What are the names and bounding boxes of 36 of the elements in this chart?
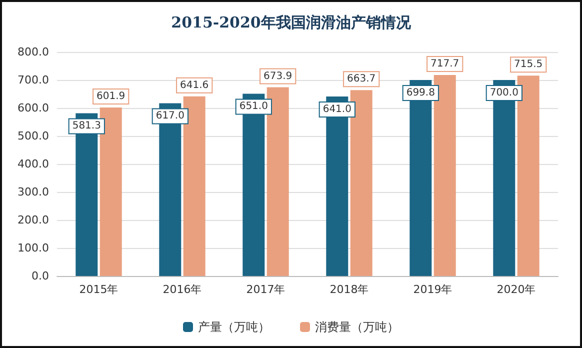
y-tick-label: 200.0 bbox=[18, 214, 49, 226]
bar bbox=[434, 75, 456, 276]
chart-title: 2015-2020年我国润滑油产销情况 bbox=[171, 14, 412, 32]
x-tick-label: 2015年 bbox=[79, 283, 118, 296]
y-tick-label: 700.0 bbox=[18, 74, 49, 86]
data-label: 673.9 bbox=[264, 70, 292, 82]
x-tick-label: 2017年 bbox=[246, 283, 286, 296]
data-label: 699.8 bbox=[406, 88, 435, 99]
y-tick-label: 600.0 bbox=[18, 102, 49, 114]
bar bbox=[350, 90, 372, 276]
data-label: 641.6 bbox=[180, 80, 209, 91]
x-tick-label: 2020年 bbox=[496, 283, 536, 296]
data-label: 601.9 bbox=[96, 90, 126, 102]
y-tick-label: 300.0 bbox=[18, 186, 49, 198]
data-label: 651.0 bbox=[239, 101, 268, 112]
y-tick-label: 400.0 bbox=[18, 158, 49, 170]
legend-label: 产量（万吨） bbox=[198, 320, 270, 334]
x-tick-label: 2019年 bbox=[413, 283, 452, 296]
data-label: 717.7 bbox=[430, 58, 460, 70]
bar bbox=[183, 96, 206, 276]
x-tick-label: 2018年 bbox=[330, 283, 369, 296]
data-label: 581.3 bbox=[72, 120, 101, 132]
y-tick-label: 800.0 bbox=[18, 46, 49, 58]
bar bbox=[100, 107, 122, 276]
data-label: 700.0 bbox=[490, 88, 518, 98]
data-label: 663.7 bbox=[347, 74, 376, 85]
data-label: 641.0 bbox=[322, 104, 352, 116]
data-label: 715.5 bbox=[514, 59, 543, 70]
x-tick-label: 2016年 bbox=[162, 283, 202, 296]
bar bbox=[517, 76, 540, 276]
y-tick-label: 100.0 bbox=[18, 242, 49, 254]
bar bbox=[266, 87, 289, 276]
legend-label: 消费量（万吨） bbox=[315, 320, 399, 334]
y-tick-label: 500.0 bbox=[18, 130, 49, 142]
y-tick-label: 0.0 bbox=[32, 270, 49, 282]
data-label: 617.0 bbox=[156, 110, 184, 122]
